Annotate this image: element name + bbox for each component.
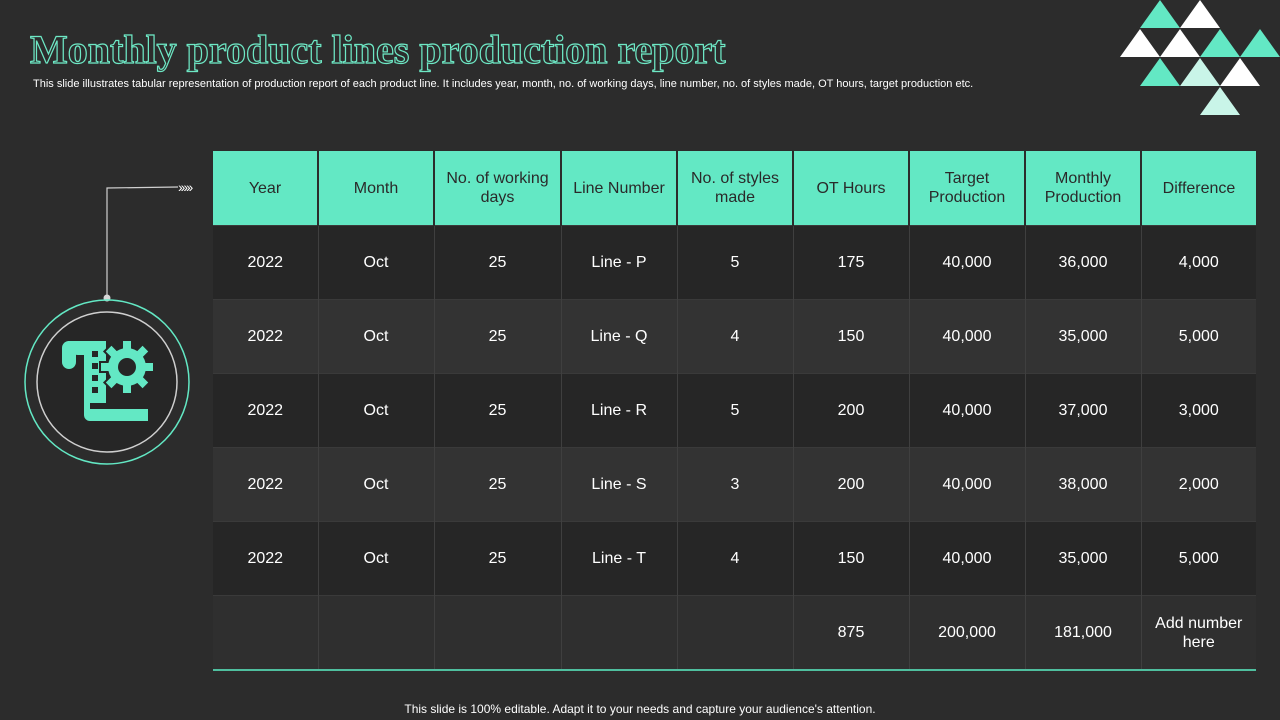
column-header-difference: Difference [1141, 151, 1256, 226]
table-cell: 5,000 [1141, 299, 1256, 374]
table-cell: 150 [793, 521, 910, 596]
table-cell: 2022 [213, 447, 319, 522]
total-target-production: 200,000 [909, 595, 1026, 671]
table-cell: 25 [434, 521, 562, 596]
table-cell: 2022 [213, 521, 319, 596]
table-cell: 3 [677, 447, 794, 522]
table-cell: 150 [793, 299, 910, 374]
table-cell: 38,000 [1025, 447, 1142, 522]
table-cell: 2022 [213, 225, 319, 300]
page-title: Monthly product lines production report [29, 26, 726, 72]
table-cell: 37,000 [1025, 373, 1142, 448]
production-report-gear-icon [24, 299, 192, 467]
column-header-working-days: No. of working days [434, 151, 562, 226]
table-cell: Oct [318, 225, 435, 300]
total-ot-hours: 875 [793, 595, 910, 671]
table-cell: Line - P [561, 225, 678, 300]
table-cell: 2022 [213, 299, 319, 374]
table-cell: Oct [318, 447, 435, 522]
table-cell: 40,000 [909, 447, 1026, 522]
table-cell: 4 [677, 521, 794, 596]
table-cell: 5 [677, 225, 794, 300]
table-cell: Oct [318, 373, 435, 448]
column-header-line-number: Line Number [561, 151, 678, 226]
table-cell: 36,000 [1025, 225, 1142, 300]
table-cell: 175 [793, 225, 910, 300]
table-cell: 25 [434, 373, 562, 448]
connector-line [103, 186, 179, 302]
table-cell: Line - S [561, 447, 678, 522]
table-cell [318, 595, 435, 671]
table-cell [677, 595, 794, 671]
table-cell: 2,000 [1141, 447, 1256, 522]
table-cell: Line - T [561, 521, 678, 596]
table-cell: 4 [677, 299, 794, 374]
column-header-month: Month [318, 151, 435, 226]
table-cell: 5 [677, 373, 794, 448]
table-row: 2022 Oct 25 Line - Q 4 150 40,000 35,000… [213, 299, 1256, 374]
table-cell: 40,000 [909, 299, 1026, 374]
column-header-styles-made: No. of styles made [677, 151, 794, 226]
column-header-year: Year [213, 151, 319, 226]
table-cell: 2022 [213, 373, 319, 448]
table-cell: 25 [434, 225, 562, 300]
table-cell: 25 [434, 447, 562, 522]
table-cell: Line - R [561, 373, 678, 448]
table-cell: 25 [434, 299, 562, 374]
table-cell: 40,000 [909, 373, 1026, 448]
table-row: 2022 Oct 25 Line - P 5 175 40,000 36,000… [213, 225, 1256, 300]
table-cell: 200 [793, 447, 910, 522]
column-header-ot-hours: OT Hours [793, 151, 910, 226]
table-cell: 3,000 [1141, 373, 1256, 448]
table-cell: 40,000 [909, 225, 1026, 300]
table-row: 2022 Oct 25 Line - T 4 150 40,000 35,000… [213, 521, 1256, 596]
table-cell [434, 595, 562, 671]
column-header-target-production: Target Production [909, 151, 1026, 226]
table-cell: 40,000 [909, 521, 1026, 596]
table-cell: 5,000 [1141, 521, 1256, 596]
table-cell: Line - Q [561, 299, 678, 374]
footer-note: This slide is 100% editable. Adapt it to… [404, 702, 876, 716]
total-monthly-production: 181,000 [1025, 595, 1142, 671]
table-cell: 200 [793, 373, 910, 448]
triangle-pattern-decoration [1120, 0, 1280, 115]
page-subtitle: This slide illustrates tabular represent… [33, 78, 974, 90]
column-header-monthly-production: Monthly Production [1025, 151, 1142, 226]
chevron-right-icon: ››››› [178, 179, 193, 195]
table-cell [213, 595, 319, 671]
table-cell: Oct [318, 521, 435, 596]
table-totals-row: 875 200,000 181,000 Add number here [213, 595, 1256, 671]
table-row: 2022 Oct 25 Line - R 5 200 40,000 37,000… [213, 373, 1256, 448]
table-cell: 4,000 [1141, 225, 1256, 300]
table-cell: Oct [318, 299, 435, 374]
table-cell: 35,000 [1025, 299, 1142, 374]
table-row: 2022 Oct 25 Line - S 3 200 40,000 38,000… [213, 447, 1256, 522]
total-difference-placeholder: Add number here [1141, 595, 1256, 671]
table-cell [561, 595, 678, 671]
production-report-table: Year Month No. of working days Line Numb… [213, 151, 1256, 671]
table-cell: 35,000 [1025, 521, 1142, 596]
table-header-row: Year Month No. of working days Line Numb… [213, 151, 1256, 226]
